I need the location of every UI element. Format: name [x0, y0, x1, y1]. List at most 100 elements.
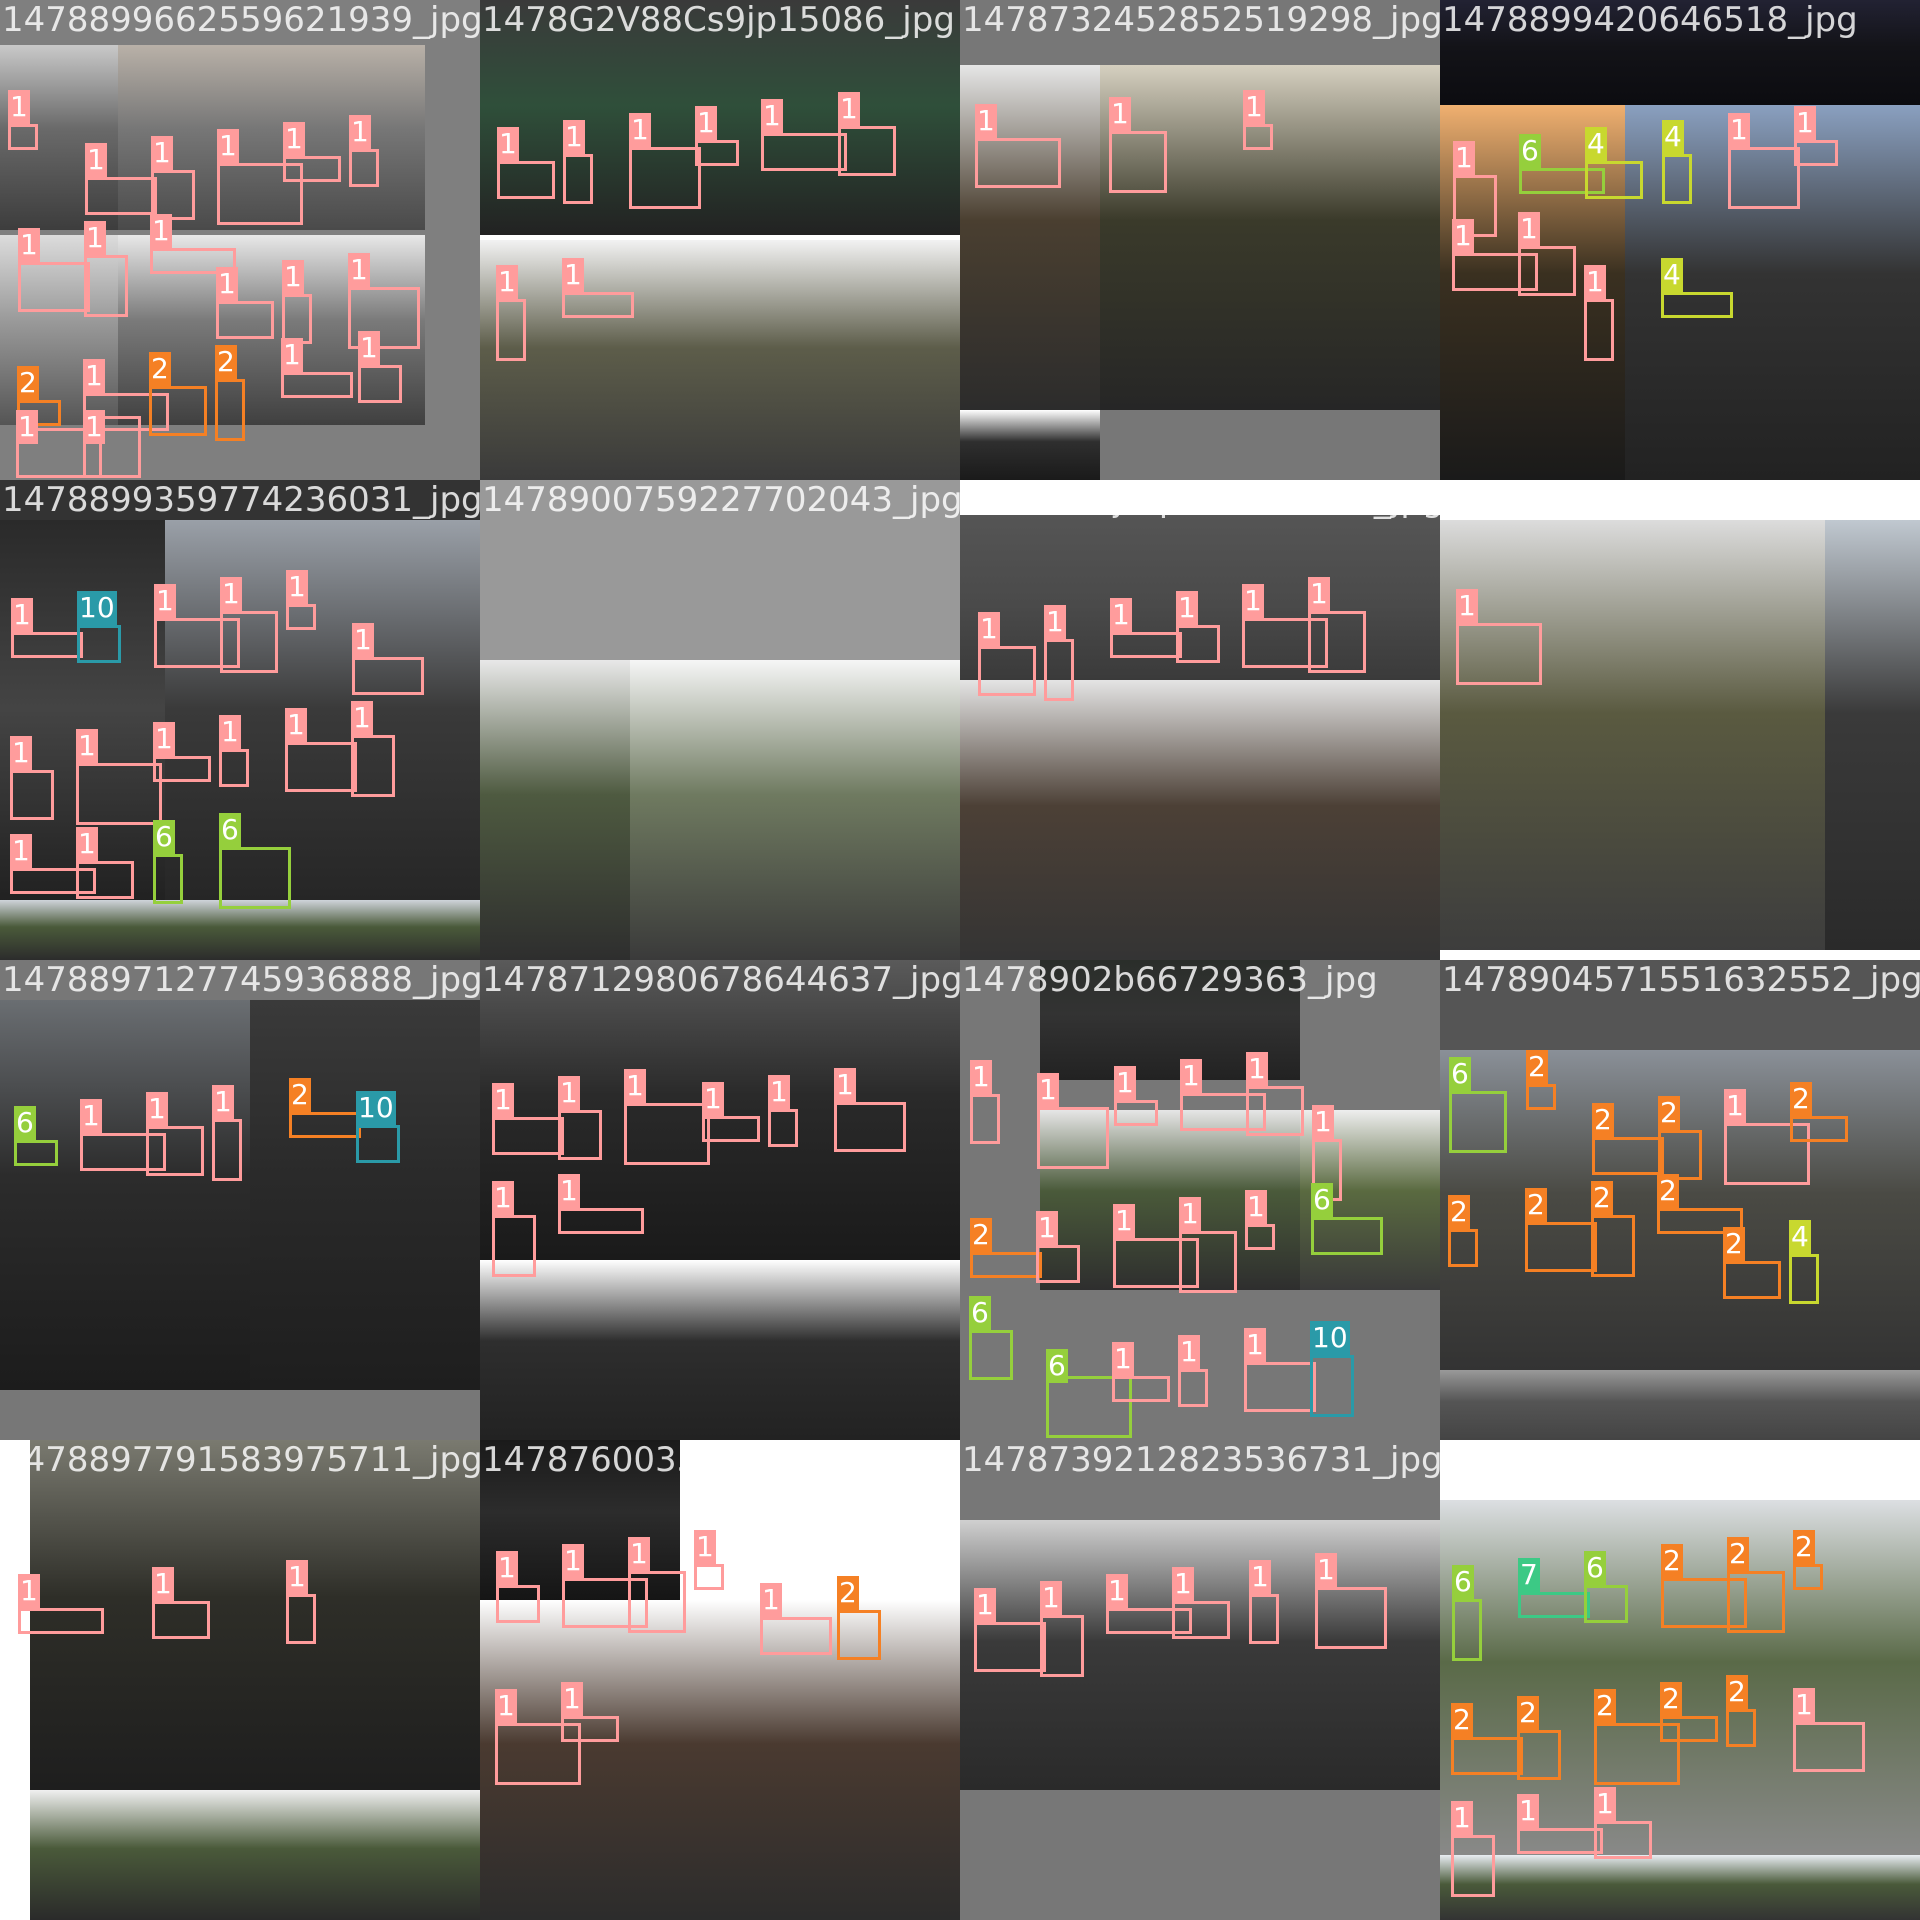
bounding-box	[152, 1601, 210, 1639]
bounding-box	[352, 657, 424, 695]
bounding-box	[289, 1112, 361, 1138]
class-label: 6	[1311, 1183, 1333, 1217]
class-label: 1	[352, 623, 374, 657]
class-label: 6	[1452, 1565, 1474, 1599]
bounding-box	[77, 625, 121, 663]
mosaic-tile: 1 1 1 1 1 1 1478739212823536731_jpg	[960, 1440, 1440, 1920]
bounding-box	[1172, 1601, 1230, 1639]
class-label: 1	[1044, 605, 1066, 639]
bounding-box	[14, 1140, 58, 1166]
class-label: 2	[1661, 1544, 1683, 1578]
scene-photo	[480, 0, 960, 235]
class-label: 1	[83, 359, 105, 393]
class-label: 1	[18, 1574, 40, 1608]
class-label: 1	[80, 1099, 102, 1133]
class-label: 1	[768, 1075, 790, 1109]
class-label: 1	[217, 129, 239, 163]
bounding-box	[76, 861, 134, 899]
class-label: 1	[702, 1082, 724, 1116]
bounding-box	[1451, 1835, 1495, 1897]
bounding-box	[150, 248, 236, 274]
class-label: 1	[283, 122, 305, 156]
class-label: 1	[84, 221, 106, 255]
class-label: 1	[628, 1537, 650, 1571]
bounding-box	[624, 1103, 710, 1165]
class-label: 1	[1112, 1342, 1134, 1376]
bounding-box	[1109, 131, 1167, 193]
class-label: 1	[760, 1583, 782, 1617]
class-label: 2	[1526, 1050, 1548, 1084]
bounding-box	[563, 154, 593, 204]
class-label: 1	[834, 1068, 856, 1102]
class-label: 1	[212, 1085, 234, 1119]
mosaic-tile: 1 1478901713557425_jpg	[1440, 480, 1920, 960]
class-label: 1	[1244, 1328, 1266, 1362]
class-label: 2	[1591, 1181, 1613, 1215]
class-label: 10	[356, 1091, 396, 1125]
class-label: 1	[1308, 577, 1330, 611]
class-label: 1	[1245, 1190, 1267, 1224]
class-label: 10	[1310, 1321, 1350, 1355]
bounding-box	[85, 177, 157, 215]
class-label: 1	[838, 92, 860, 126]
class-label: 2	[1525, 1188, 1547, 1222]
class-label: 1	[1456, 589, 1478, 623]
bounding-box	[1243, 124, 1273, 150]
class-label: 1	[1180, 1059, 1202, 1093]
class-label: 2	[1726, 1675, 1748, 1709]
class-label: 1	[562, 1544, 584, 1578]
scene-photo	[1825, 520, 1920, 950]
class-label: 1	[970, 1060, 992, 1094]
scene-photo	[480, 240, 960, 480]
class-label: 1	[10, 834, 32, 868]
scene-photo	[1100, 65, 1440, 410]
bounding-box	[351, 735, 395, 797]
scene-photo	[1440, 1370, 1920, 1440]
bounding-box	[975, 138, 1061, 188]
mosaic-tile: 6 7 6 2 2 2 2 2 2 2 2 1 1 1 1 1478828350877233091_jpg	[1440, 1440, 1920, 1920]
bounding-box	[1726, 1709, 1756, 1747]
class-label: 1	[16, 410, 38, 444]
bounding-box	[1448, 1229, 1478, 1267]
bounding-box	[768, 1109, 798, 1147]
scene-photo	[0, 45, 118, 230]
bounding-box	[492, 1117, 564, 1155]
bounding-box	[495, 1723, 581, 1785]
bounding-box	[151, 170, 195, 220]
bounding-box	[1723, 1261, 1781, 1299]
bounding-box	[18, 1608, 104, 1634]
class-label: 1	[18, 228, 40, 262]
bounding-box	[283, 156, 341, 182]
class-label: 4	[1661, 258, 1683, 292]
class-label: 4	[1789, 1220, 1811, 1254]
bounding-box	[558, 1208, 644, 1234]
class-label: 6	[1046, 1349, 1068, 1383]
class-label: 1	[1106, 1574, 1128, 1608]
bounding-box	[1661, 1578, 1747, 1628]
class-label: 2	[837, 1576, 859, 1610]
class-label: 1	[1114, 1066, 1136, 1100]
tile-filename: 1478901jRq2lB1082226_jpg	[962, 480, 1440, 520]
class-label: 2	[1592, 1103, 1614, 1137]
bounding-box	[1110, 632, 1182, 658]
bounding-box	[695, 140, 739, 166]
mosaic-tile: 1 6 4 4 1 1 1 1 1 4 1478899420646518_jpg	[1440, 0, 1920, 480]
bounding-box	[84, 255, 128, 317]
class-label: 1	[1178, 1335, 1200, 1369]
tile-filename: 1478901713557425_jpg	[1442, 480, 1858, 520]
class-label: 1	[358, 331, 380, 365]
bounding-box	[1526, 1084, 1556, 1110]
bounding-box	[1310, 1355, 1354, 1417]
class-label: 1	[978, 612, 1000, 646]
class-label: 1	[219, 715, 241, 749]
bounding-box	[628, 1571, 686, 1633]
class-label: 1	[351, 701, 373, 735]
bounding-box	[760, 1617, 832, 1655]
bounding-box	[1517, 1828, 1603, 1854]
bounding-box	[212, 1119, 242, 1181]
class-label: 10	[77, 591, 117, 625]
class-label: 1	[286, 1560, 308, 1594]
bounding-box	[1594, 1821, 1652, 1859]
bounding-box	[1789, 1254, 1819, 1304]
class-label: 6	[219, 813, 241, 847]
